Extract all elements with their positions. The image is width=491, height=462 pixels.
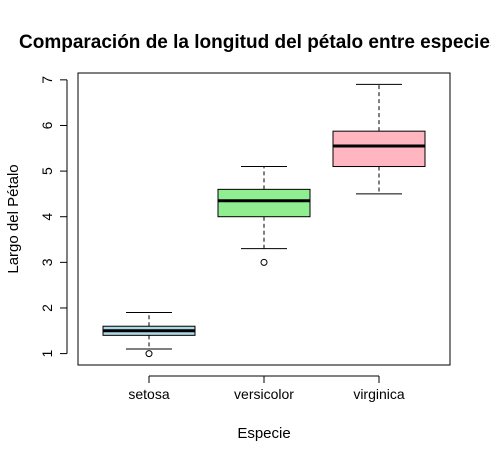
box-virginica bbox=[332, 83, 426, 195]
y-tick-label: 1 bbox=[39, 349, 55, 357]
outlier-point bbox=[260, 258, 268, 266]
boxes bbox=[102, 83, 426, 358]
y-axis-label: Largo del Pétalo bbox=[5, 164, 22, 273]
y-tick-label: 5 bbox=[39, 167, 55, 175]
x-tick-label-versicolor: versicolor bbox=[234, 386, 294, 402]
y-tick-label: 2 bbox=[39, 304, 55, 312]
y-tick-label: 7 bbox=[39, 76, 55, 84]
x-axis: setosa versicolor virginica bbox=[128, 375, 405, 402]
x-tick-label-virginica: virginica bbox=[353, 386, 405, 402]
plot-frame bbox=[77, 72, 451, 366]
y-tick-label: 6 bbox=[39, 121, 55, 129]
y-tick-label: 3 bbox=[39, 258, 55, 266]
x-tick-label-setosa: setosa bbox=[128, 386, 169, 402]
y-tick-label: 4 bbox=[39, 213, 55, 221]
y-axis: 1 2 3 4 5 6 7 bbox=[39, 76, 68, 357]
outlier-point bbox=[145, 350, 153, 358]
x-axis-label: Especie bbox=[237, 425, 290, 442]
box-setosa bbox=[102, 312, 196, 358]
box-iqr bbox=[217, 188, 311, 218]
box-iqr bbox=[332, 130, 426, 168]
chart-title: Comparación de la longitud del pétalo en… bbox=[19, 32, 491, 53]
box-versicolor bbox=[217, 166, 311, 266]
